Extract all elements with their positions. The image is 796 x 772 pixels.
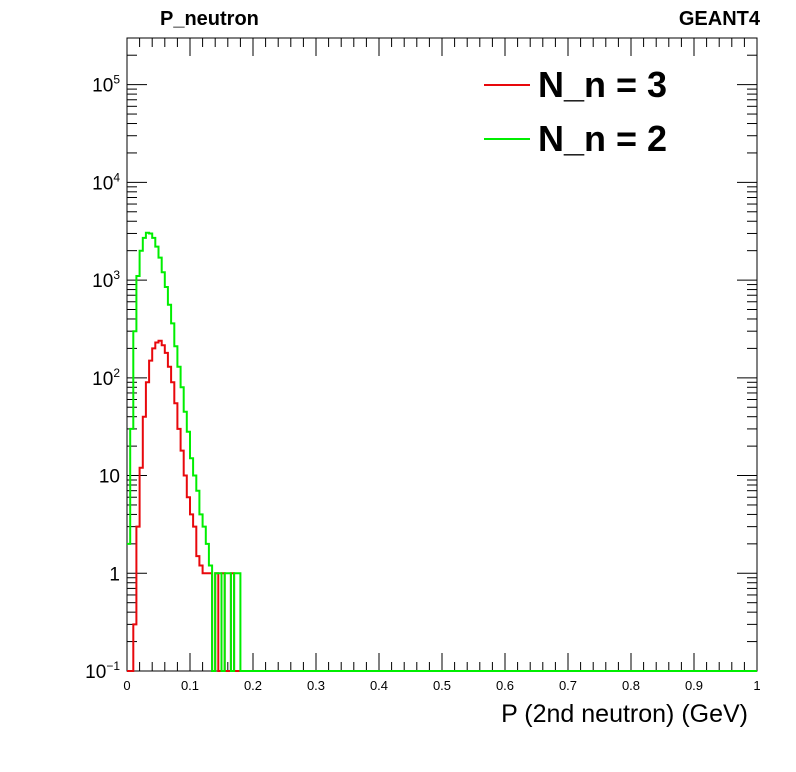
x-tick-label: 0.5 <box>433 678 451 693</box>
y-tick-label: 10−1 <box>85 659 120 683</box>
x-tick-label: 0.7 <box>559 678 577 693</box>
legend-swatch-n3 <box>484 84 530 86</box>
x-tick-labels: 0 0.1 0.2 0.3 0.4 0.5 0.6 0.7 0.8 0.9 1 <box>123 678 760 693</box>
y-tick-label: 1 <box>109 564 120 585</box>
data-series <box>127 231 757 672</box>
x-axis-label: P (2nd neutron) (GeV) <box>501 700 748 728</box>
series-line-n2 <box>127 231 757 672</box>
histogram-title: P_neutron <box>160 8 259 30</box>
x-tick-label: 1 <box>753 678 760 693</box>
x-tick-label: 0.8 <box>622 678 640 693</box>
y-tick-label: 10 <box>99 467 120 488</box>
legend: N_n = 3 N_n = 2 <box>484 58 667 166</box>
generator-label: GEANT4 <box>678 8 760 30</box>
y-tick-labels: 10−1 1 10 102 103 104 105 <box>85 73 120 683</box>
x-tick-label: 0.1 <box>181 678 199 693</box>
legend-swatch-n2 <box>484 138 530 140</box>
y-tick-label: 103 <box>92 268 120 292</box>
legend-entry-n3: N_n = 3 <box>484 58 667 112</box>
y-tick-label: 102 <box>92 366 120 390</box>
tick-marks <box>126 37 758 672</box>
legend-label-n3: N_n = 3 <box>538 64 668 105</box>
x-tick-label: 0 <box>123 678 130 693</box>
legend-label-n2: N_n = 2 <box>538 118 668 159</box>
x-tick-label: 0.4 <box>370 678 388 693</box>
legend-entry-n2: N_n = 2 <box>484 112 667 166</box>
x-tick-label: 0.6 <box>496 678 514 693</box>
x-tick-label: 0.3 <box>307 678 325 693</box>
y-tick-label: 105 <box>92 73 120 97</box>
x-tick-label: 0.9 <box>685 678 703 693</box>
x-tick-label: 0.2 <box>244 678 262 693</box>
y-tick-label: 104 <box>92 170 120 194</box>
